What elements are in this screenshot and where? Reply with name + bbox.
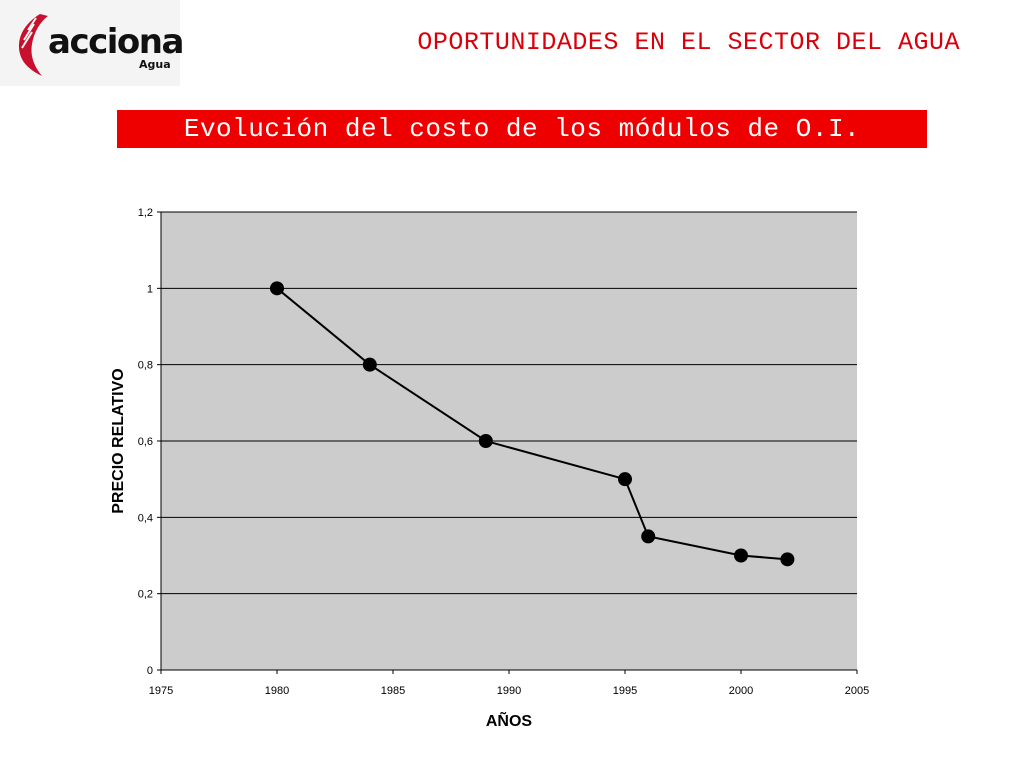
data-point: [362, 357, 377, 372]
data-point: [270, 281, 284, 296]
x-tick-label: 2000: [729, 685, 753, 697]
x-tick-label: 1985: [381, 685, 405, 697]
chart-title: Evolución del costo de los módulos de O.…: [183, 114, 861, 144]
data-point: [641, 529, 656, 544]
y-tick-label: 0,6: [138, 436, 153, 448]
data-point: [618, 472, 632, 487]
company-logo: acciona Agua: [0, 0, 184, 86]
y-tick-label: 0,2: [138, 589, 153, 601]
data-point: [780, 552, 795, 567]
page-title: OPORTUNIDADES EN EL SECTOR DEL AGUA: [417, 28, 960, 57]
y-axis-label: PRECIO RELATIVO: [110, 368, 127, 514]
data-point: [734, 548, 748, 563]
x-tick-label: 1995: [613, 685, 637, 697]
x-tick-label: 1980: [265, 685, 289, 697]
y-tick-label: 0,8: [138, 360, 153, 372]
x-tick-label: 1975: [149, 685, 173, 697]
y-tick-label: 0,4: [138, 512, 153, 524]
data-point: [478, 434, 493, 448]
y-tick-label: 1: [147, 283, 153, 295]
acciona-leaf-logo-icon: [18, 14, 48, 76]
logo-subtitle: Agua: [139, 58, 171, 71]
x-axis-label: AÑOS: [486, 710, 533, 730]
y-tick-label: 1,2: [138, 207, 153, 219]
chart-title-banner: Evolución del costo de los módulos de O.…: [117, 110, 927, 148]
y-tick-label: 0: [147, 665, 153, 677]
x-tick-label: 1990: [497, 685, 521, 697]
logo-wordmark: acciona: [48, 22, 184, 62]
x-tick-label: 2005: [845, 685, 869, 697]
